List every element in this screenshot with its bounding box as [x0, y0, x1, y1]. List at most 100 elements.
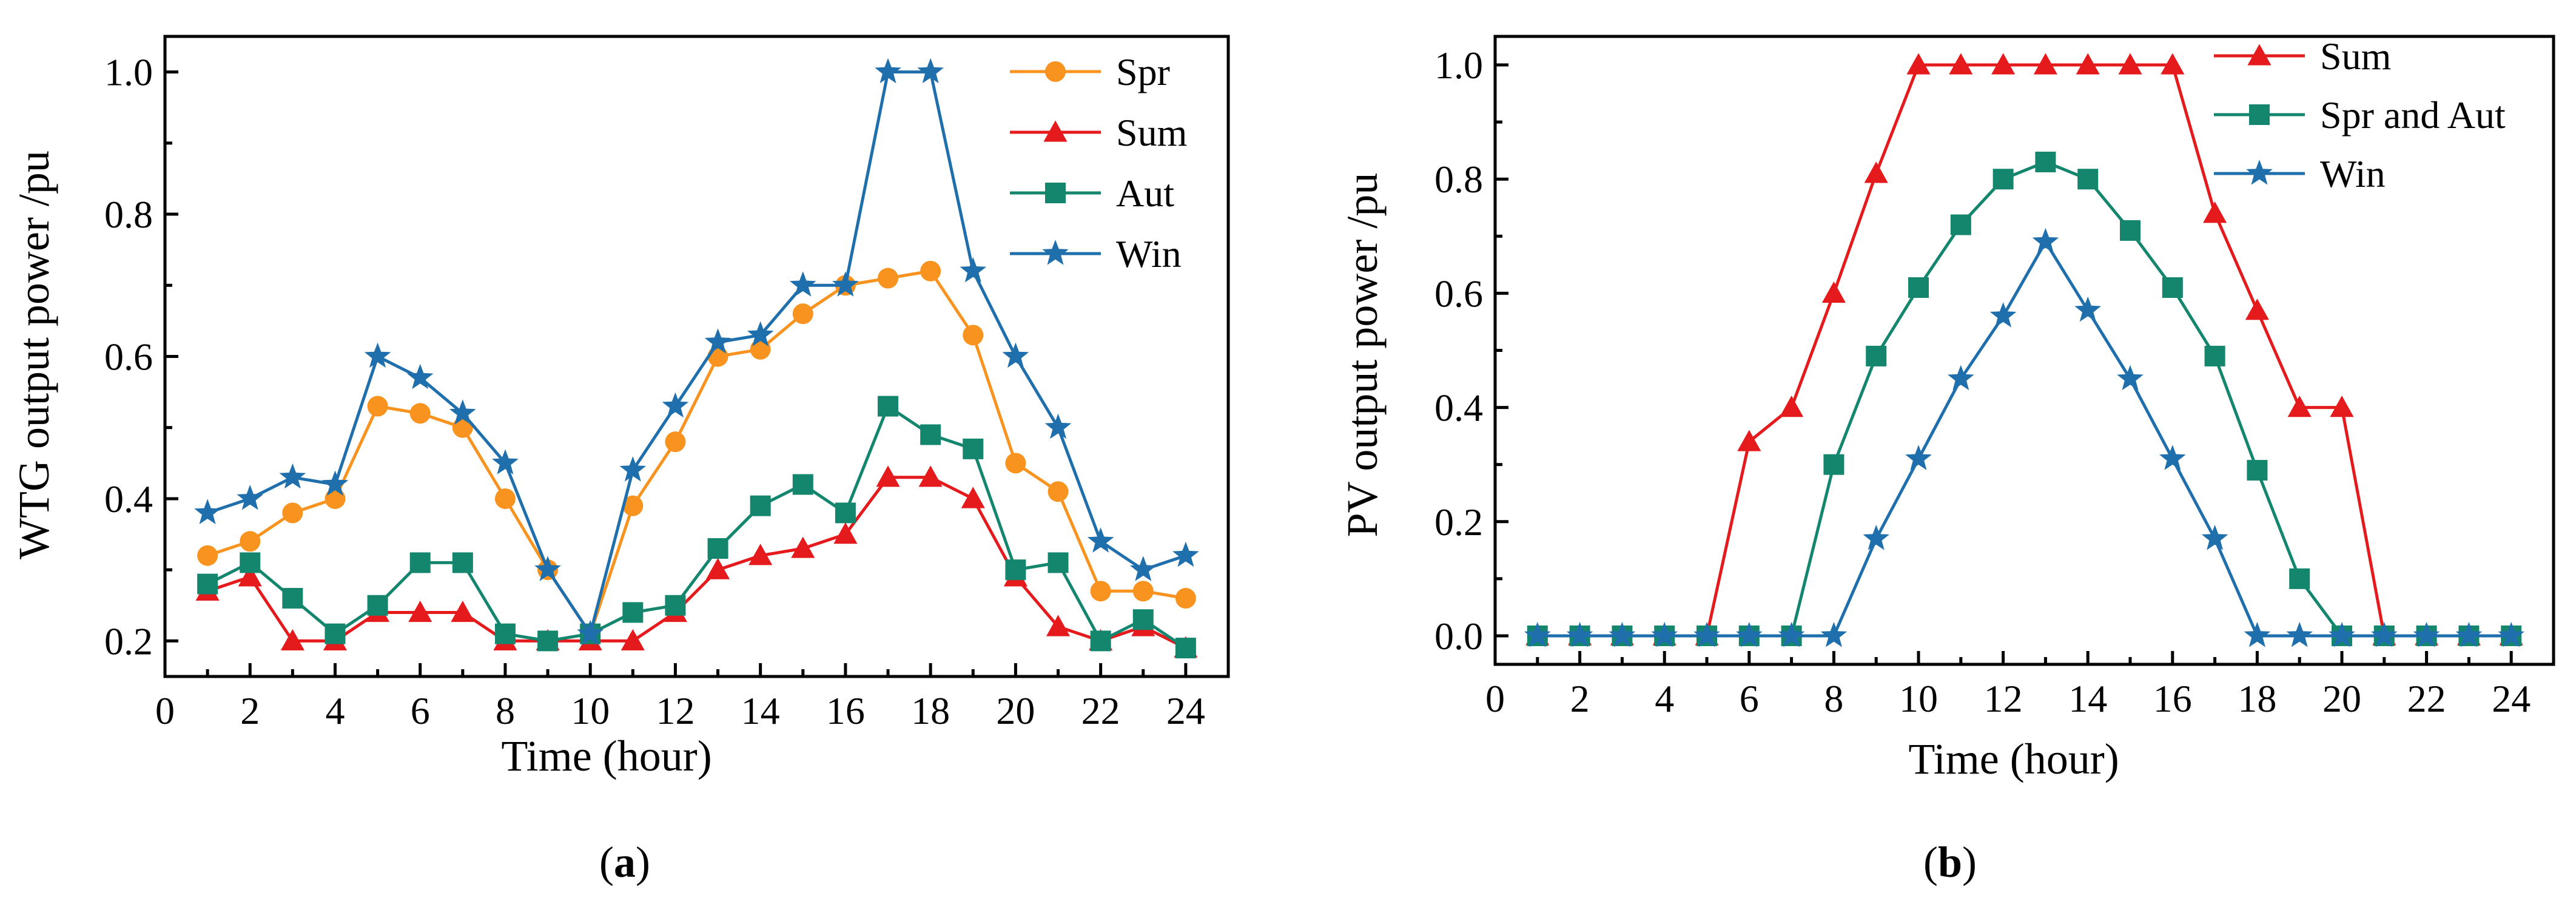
y-tick-label: 1.0	[104, 51, 153, 94]
data-point	[2159, 445, 2186, 470]
x-tick-label: 20	[2322, 677, 2361, 720]
data-point	[409, 552, 431, 573]
legend-label: Sum	[1116, 111, 1187, 154]
data-point	[747, 321, 774, 346]
data-point	[665, 431, 686, 453]
data-point	[321, 470, 349, 496]
data-point	[1991, 53, 2016, 75]
data-point	[2117, 365, 2144, 391]
data-point	[240, 531, 261, 552]
data-point	[1906, 53, 1931, 75]
data-point	[2074, 296, 2101, 322]
legend-entry: Aut	[1010, 172, 1174, 215]
legend-label: Spr	[1116, 50, 1170, 93]
data-point	[2330, 396, 2354, 417]
data-point	[367, 595, 388, 616]
legend-marker	[2249, 104, 2270, 125]
data-point	[1048, 552, 1069, 573]
data-point	[2161, 53, 2185, 75]
data-point	[240, 552, 261, 573]
x-tick-label: 8	[1824, 677, 1843, 720]
data-point	[237, 485, 264, 510]
data-point	[2076, 53, 2100, 75]
data-point	[704, 328, 731, 354]
data-point	[1132, 609, 1154, 630]
data-point	[2201, 525, 2228, 550]
y-tick-label: 0.4	[1434, 386, 1483, 430]
chart-b-caption-letter: b	[1938, 838, 1962, 886]
data-point	[1048, 481, 1069, 502]
data-point	[1693, 622, 1720, 647]
x-tick-label: 24	[2492, 677, 2531, 720]
data-point	[1821, 281, 1846, 303]
data-point	[2244, 622, 2271, 647]
data-point	[750, 495, 771, 516]
x-tick-label: 22	[2407, 677, 2446, 720]
legend-marker	[2246, 160, 2273, 185]
data-point	[1044, 413, 1072, 439]
data-point	[452, 552, 473, 573]
x-tick-label: 0	[1485, 677, 1505, 720]
data-point	[792, 303, 813, 325]
y-tick-label: 1.0	[1434, 44, 1483, 87]
data-point	[2287, 396, 2312, 417]
data-point	[1129, 556, 1157, 581]
data-point	[1005, 559, 1026, 581]
legend-entry: Sum	[1010, 111, 1187, 154]
series-line	[1537, 160, 2512, 638]
data-point	[364, 342, 391, 368]
data-point	[280, 629, 304, 651]
series-win	[1524, 228, 2524, 647]
data-point	[1949, 53, 1973, 75]
data-point	[1005, 453, 1026, 474]
y-tick-label: 0.4	[104, 477, 153, 521]
chart-a-xlabel: Time (hour)	[501, 732, 711, 780]
data-point	[1863, 525, 1889, 550]
legend-entry: Win	[2214, 152, 2386, 195]
x-tick-label: 14	[741, 689, 780, 732]
data-point	[2162, 277, 2183, 298]
data-point	[325, 488, 346, 509]
data-point	[1651, 622, 1678, 647]
data-point	[408, 600, 432, 622]
data-point	[494, 623, 516, 644]
x-tick-label: 2	[1570, 677, 1590, 720]
chart-a-ylabel: WTG output power /pu	[10, 150, 58, 559]
data-point	[197, 573, 218, 595]
legend-label: Win	[1116, 232, 1182, 275]
data-point	[622, 602, 644, 623]
data-point	[1090, 581, 1111, 602]
data-point	[792, 474, 813, 495]
y-tick-label: 0.6	[104, 336, 153, 379]
data-point	[1820, 622, 1848, 647]
data-point	[1908, 277, 1929, 298]
series-line	[1537, 240, 2512, 638]
data-point	[1132, 581, 1154, 602]
data-point	[2247, 460, 2268, 481]
data-point	[406, 363, 434, 390]
x-tick-label: 4	[1655, 677, 1674, 720]
y-tick-label: 0.2	[1434, 501, 1483, 544]
data-point	[1866, 345, 1887, 366]
data-point	[1002, 342, 1029, 368]
legend-marker	[1045, 61, 1066, 82]
data-point	[1948, 365, 1974, 391]
data-point	[2245, 299, 2269, 320]
data-point	[449, 399, 476, 425]
legend-entry: Win	[1010, 232, 1182, 275]
data-point	[1778, 622, 1805, 647]
data-point	[750, 339, 771, 360]
chart-a-caption-letter: a	[614, 838, 636, 886]
data-point	[2203, 201, 2227, 223]
series-line	[1537, 63, 2512, 638]
x-tick-label: 20	[996, 689, 1035, 732]
x-tick-label: 6	[1740, 677, 1759, 720]
data-point	[1993, 169, 2014, 190]
data-point	[878, 396, 899, 417]
data-point	[1524, 622, 1551, 647]
legend-entry: Spr and Aut	[2214, 93, 2506, 137]
data-point	[875, 58, 901, 84]
data-point	[920, 424, 941, 445]
